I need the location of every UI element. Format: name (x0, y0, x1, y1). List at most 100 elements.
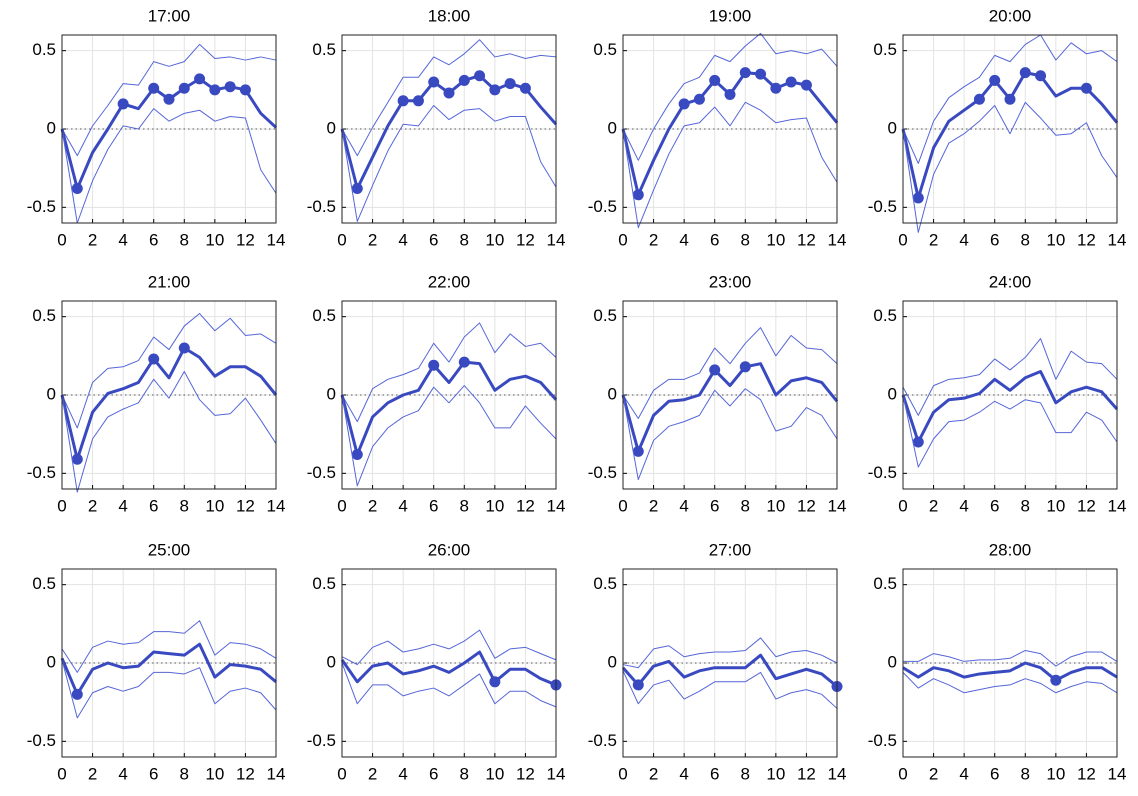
y-tick-label: 0 (888, 118, 897, 137)
x-tick-label: 14 (1108, 496, 1127, 515)
subplot-title: 22:00 (428, 272, 471, 291)
marker (678, 98, 690, 110)
x-tick-label: 4 (679, 230, 688, 249)
x-tick-label: 8 (460, 764, 469, 783)
series-line (60, 346, 278, 461)
marker (709, 74, 721, 86)
x-tick-label: 12 (516, 230, 535, 249)
x-tick-label: 14 (267, 496, 286, 515)
x-tick-label: 2 (929, 496, 938, 515)
series-line (903, 649, 1118, 667)
x-tick-label: 4 (398, 230, 407, 249)
y-tick-label: 0.5 (873, 40, 897, 59)
x-tick-label: 8 (741, 764, 750, 783)
x-tick-label: 4 (679, 764, 688, 783)
x-tick-label: 0 (898, 764, 907, 783)
x-tick-label: 14 (828, 230, 847, 249)
x-tick-label: 8 (460, 230, 469, 249)
series-line (341, 322, 557, 423)
marker (443, 87, 455, 99)
series-line (340, 650, 557, 687)
y-tick-label: -0.5 (27, 463, 56, 482)
y-tick-label: 0 (608, 118, 617, 137)
series-line (341, 39, 557, 157)
axes-frame (61, 34, 277, 224)
axes-frame (622, 34, 838, 224)
subplot: 19:00-0.500.50 2 4 6 8 10 12 14 (588, 6, 847, 249)
series-line (622, 327, 838, 419)
series-line (902, 661, 1118, 682)
y-tick-label: 0 (608, 384, 617, 403)
x-tick-label: 6 (710, 496, 719, 515)
marker (755, 68, 767, 80)
x-tick-label: 0 (57, 230, 66, 249)
x-tick-label: 8 (180, 496, 189, 515)
marker (912, 436, 924, 448)
axes-frame (902, 300, 1118, 490)
subplot-title: 18:00 (428, 6, 471, 25)
x-tick-label: 6 (149, 764, 158, 783)
x-tick-label: 12 (1077, 230, 1096, 249)
marker (724, 89, 736, 101)
x-tick-label: 12 (236, 496, 255, 515)
y-tick-label: 0 (327, 118, 336, 137)
x-tick-label: 2 (368, 230, 377, 249)
marker (632, 679, 644, 691)
marker (519, 82, 531, 94)
subplot-title: 25:00 (148, 540, 191, 559)
marker (693, 93, 705, 105)
x-tick-label: 6 (149, 496, 158, 515)
x-tick-label: 2 (368, 496, 377, 515)
x-tick-label: 10 (1046, 230, 1065, 249)
series-line (340, 360, 558, 457)
y-tick-label: 0.5 (873, 306, 897, 325)
x-tick-label: 14 (267, 764, 286, 783)
y-tick-label: 0.5 (593, 40, 617, 59)
x-tick-label: 14 (1108, 764, 1127, 783)
marker (800, 79, 812, 91)
series-line (622, 637, 838, 669)
marker (458, 356, 470, 368)
x-tick-label: 10 (766, 764, 785, 783)
subplot: 27:00-0.500.50 2 4 6 8 10 12 14 (588, 540, 847, 783)
y-tick-label: -0.5 (868, 197, 897, 216)
series-line (622, 670, 838, 709)
x-tick-label: 8 (1021, 230, 1030, 249)
y-tick-label: 0.5 (32, 306, 56, 325)
marker (632, 189, 644, 201)
x-tick-label: 8 (1021, 496, 1030, 515)
subplot-title: 20:00 (989, 6, 1032, 25)
x-tick-label: 10 (485, 764, 504, 783)
x-tick-label: 4 (118, 230, 127, 249)
x-tick-label: 0 (898, 496, 907, 515)
series-line (61, 620, 277, 673)
x-tick-label: 10 (205, 230, 224, 249)
x-tick-label: 14 (1108, 230, 1127, 249)
marker (428, 76, 440, 88)
series-line (61, 659, 277, 719)
y-tick-label: 0.5 (32, 40, 56, 59)
x-tick-label: 12 (1077, 496, 1096, 515)
x-tick-label: 12 (1077, 764, 1096, 783)
marker (224, 81, 236, 93)
x-tick-label: 10 (485, 496, 504, 515)
x-tick-label: 4 (398, 764, 407, 783)
subplot: 17:00-0.500.50 2 4 6 8 10 12 14 (27, 6, 286, 249)
subplot: 18:00-0.500.50 2 4 6 8 10 12 14 (307, 6, 566, 249)
marker (412, 95, 424, 107)
x-tick-label: 2 (88, 764, 97, 783)
marker (71, 183, 83, 195)
marker (489, 84, 501, 96)
x-tick-label: 0 (337, 230, 346, 249)
x-tick-label: 8 (741, 230, 750, 249)
marker (1004, 93, 1016, 105)
marker (1019, 67, 1031, 79)
marker (474, 70, 486, 82)
y-tick-label: -0.5 (307, 463, 336, 482)
marker (1080, 82, 1092, 94)
series-line (60, 642, 277, 696)
x-tick-label: 10 (766, 496, 785, 515)
x-tick-label: 12 (797, 230, 816, 249)
